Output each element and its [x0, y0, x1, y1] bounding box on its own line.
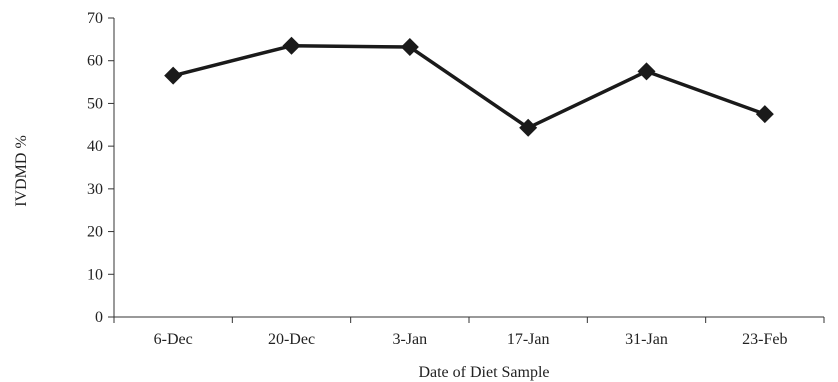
- y-tick-label: 60: [87, 53, 103, 70]
- x-tick-label: 3-Jan: [393, 331, 428, 348]
- x-axis-title: Date of Diet Sample: [418, 364, 549, 381]
- data-point-marker: [637, 62, 656, 81]
- x-tick-label: 20-Dec: [268, 331, 315, 348]
- y-tick-label: 30: [87, 181, 103, 198]
- y-tick-label: 70: [87, 10, 103, 27]
- y-tick-label: 40: [87, 138, 103, 155]
- data-point-marker: [164, 66, 183, 85]
- x-tick-label: 17-Jan: [507, 331, 550, 348]
- series-line: [172, 44, 766, 130]
- y-tick-label: 20: [87, 224, 103, 241]
- series-group: [164, 36, 774, 137]
- x-tick-label: 31-Jan: [625, 331, 668, 348]
- y-tick-label: 10: [87, 266, 103, 283]
- x-tick-label: 6-Dec: [154, 331, 193, 348]
- x-tick-label: 23-Feb: [742, 331, 787, 348]
- y-axis: 0 10 20 30 40 50 60 70: [87, 10, 115, 326]
- data-point-marker: [400, 38, 419, 57]
- x-axis: 6-Dec 20-Dec 3-Jan 17-Jan 31-Jan 23-Feb: [113, 316, 825, 348]
- data-point-marker: [755, 105, 774, 124]
- y-tick-label: 50: [87, 95, 103, 112]
- y-tick-label: 0: [95, 309, 103, 326]
- y-axis-title: IVDMD %: [13, 135, 30, 207]
- data-point-marker: [282, 36, 301, 55]
- data-point-marker: [519, 118, 538, 137]
